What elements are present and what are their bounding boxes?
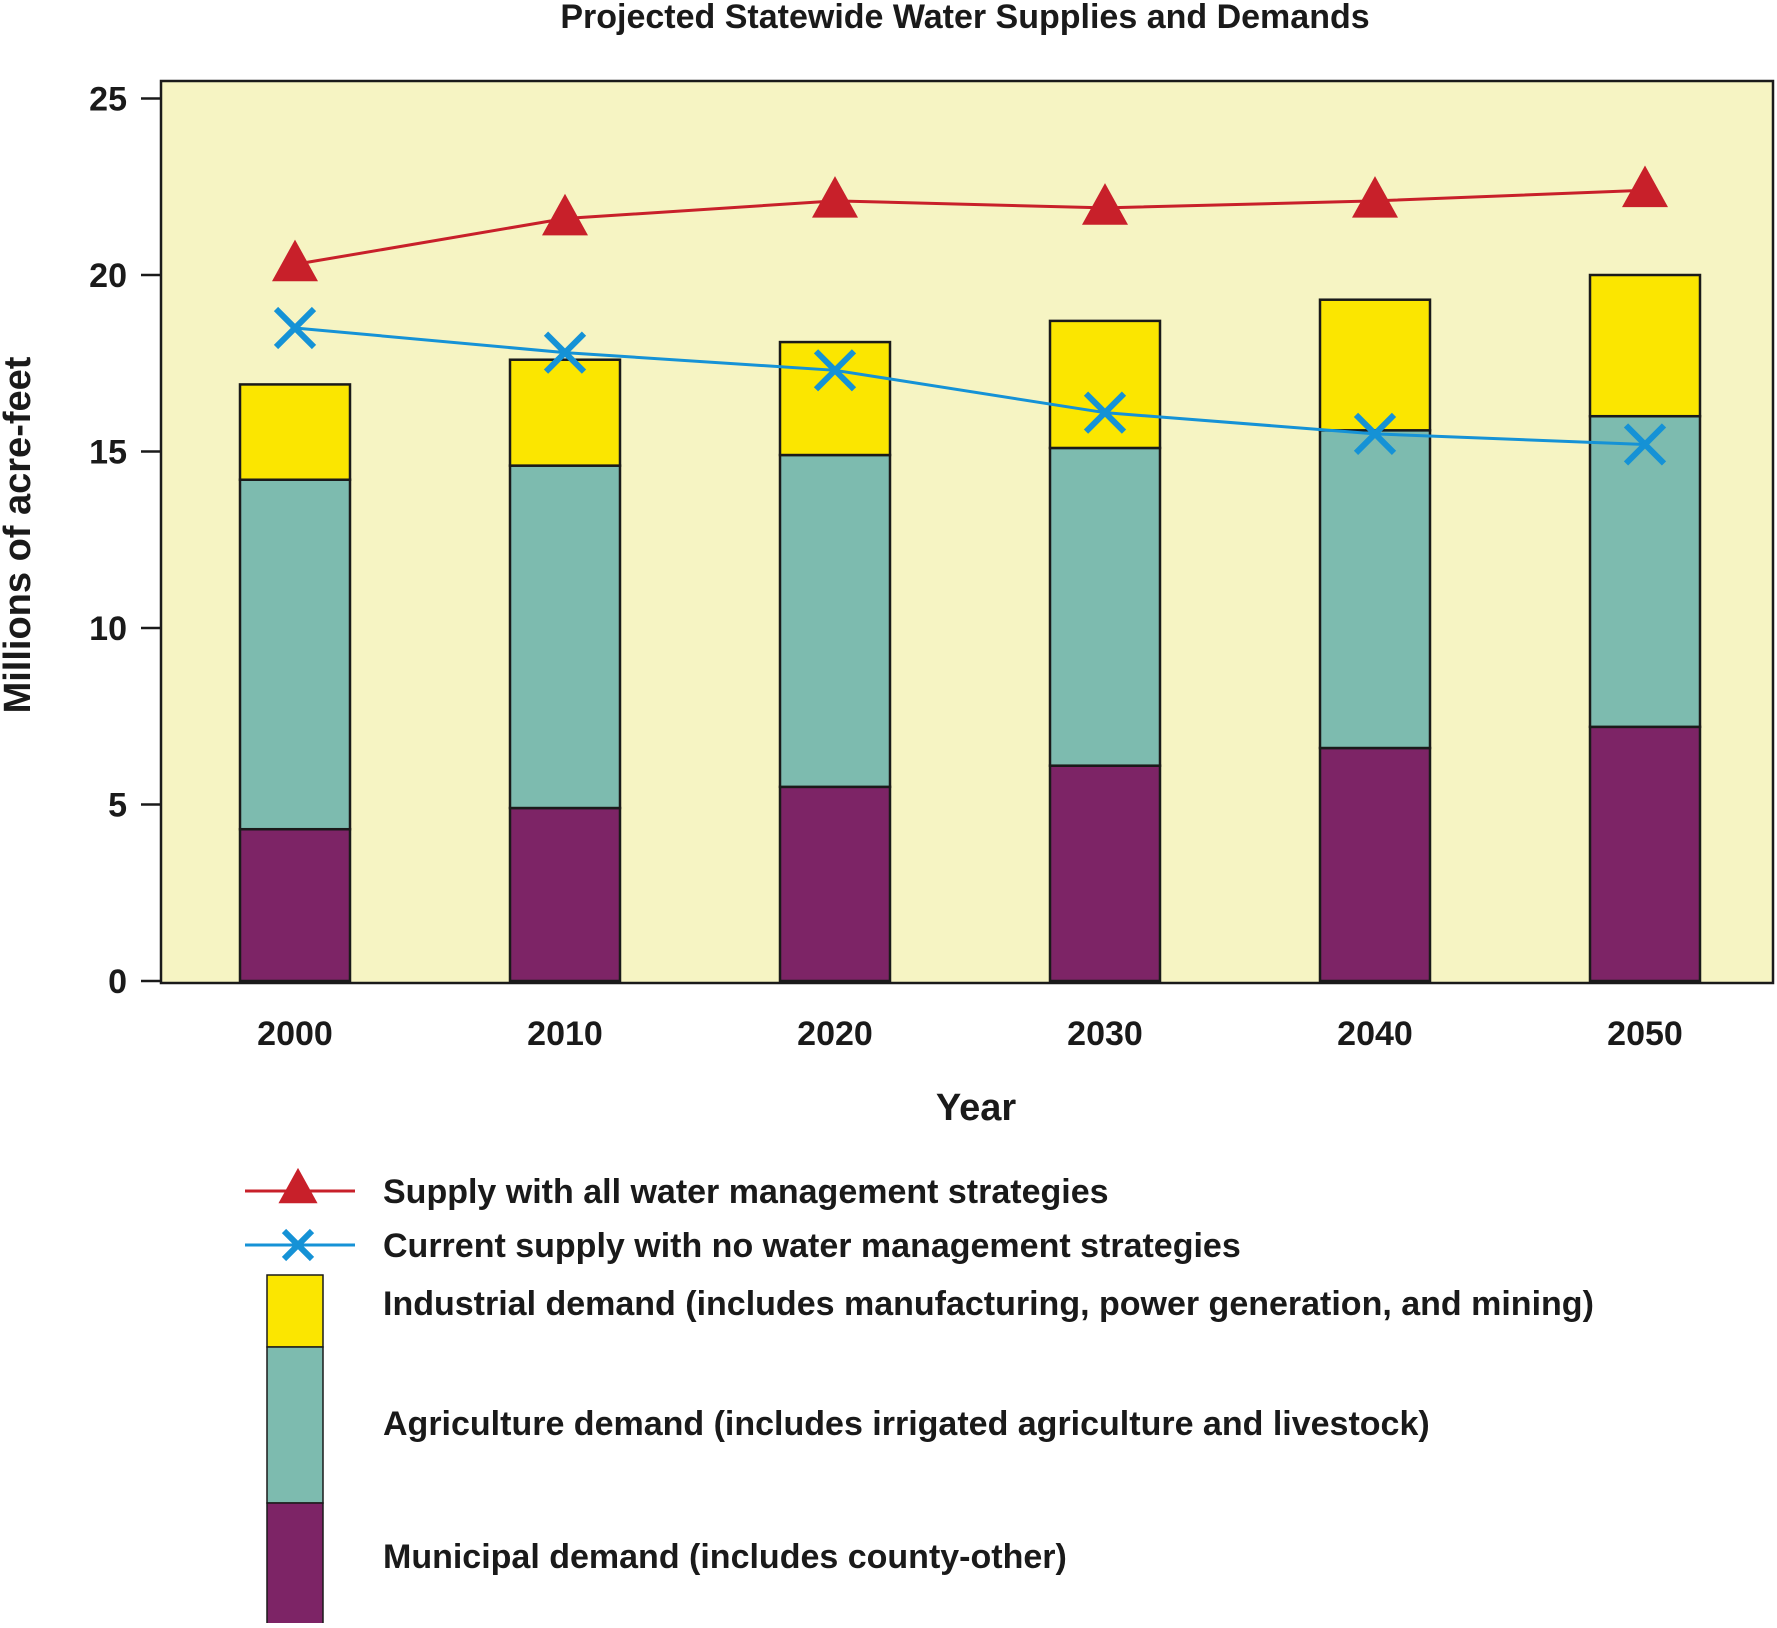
bar-segment — [1318, 298, 1432, 432]
x-marker — [273, 306, 317, 350]
legend-label: Agriculture demand (includes irrigated a… — [383, 1405, 1430, 1443]
legend: Supply with all water management strateg… — [245, 1167, 1594, 1628]
y-tick-label: 20 — [89, 257, 127, 295]
legend-swatch — [266, 1346, 324, 1504]
legend-label: Municipal demand (includes county-other) — [383, 1538, 1067, 1576]
y-tick-label: 0 — [108, 963, 127, 1001]
x-tick-label: 2040 — [1337, 1015, 1413, 1053]
x-marker-stroke — [1083, 391, 1127, 434]
x-marker-stroke — [281, 1228, 315, 1262]
x-marker — [1623, 423, 1667, 466]
bar-segment — [238, 478, 352, 831]
legend-swatch — [266, 1274, 324, 1348]
triangle-marker — [1622, 165, 1668, 208]
y-axis: 0 5 10 15 20 25 — [89, 81, 161, 1001]
x-marker — [1353, 412, 1397, 455]
legend-label: Supply with all water management strateg… — [383, 1173, 1109, 1211]
x-tick-label: 2010 — [527, 1015, 603, 1053]
plot-area — [159, 79, 1775, 985]
y-axis-label: Millions of acre-feet — [0, 356, 39, 713]
x-marker-stroke — [543, 331, 587, 374]
x-axis-label: Year — [936, 1087, 1017, 1129]
x-tick-label: 2020 — [797, 1015, 873, 1053]
bar-segment — [1048, 764, 1162, 983]
x-marker — [813, 349, 857, 392]
y-tick-label: 15 — [89, 434, 127, 472]
bar-segment — [778, 785, 892, 983]
bar-segment — [1048, 319, 1162, 450]
series-line — [294, 188, 1646, 266]
bar-series — [238, 273, 1702, 983]
x-marker — [1083, 391, 1127, 434]
x-marker-stroke — [1623, 423, 1667, 466]
series-line — [294, 326, 1646, 446]
bar-segment — [1588, 273, 1702, 418]
x-tick-label: 2050 — [1607, 1015, 1683, 1053]
x-tick-label: 2030 — [1067, 1015, 1143, 1053]
y-tick-label: 10 — [89, 610, 127, 648]
triangle-marker — [812, 176, 858, 218]
x-marker-stroke — [1353, 412, 1397, 455]
x-axis: 2000 2010 2020 2030 2040 2050 — [257, 1015, 1683, 1053]
triangle-marker — [1082, 183, 1128, 225]
bar-segment — [238, 827, 352, 983]
x-marker-stroke — [813, 349, 857, 392]
legend-label: Industrial demand (includes manufacturin… — [383, 1285, 1594, 1323]
x-marker — [281, 1228, 315, 1262]
triangle-marker — [542, 193, 588, 236]
line-series — [272, 165, 1668, 466]
triangle-marker — [278, 1167, 318, 1204]
bar-segment — [238, 383, 352, 481]
bar-segment — [1588, 414, 1702, 729]
bar-segment — [1588, 725, 1702, 983]
bar-segment — [778, 453, 892, 789]
bar-segment — [508, 464, 622, 810]
triangle-marker — [272, 239, 318, 282]
x-marker-stroke — [273, 306, 317, 350]
bar-segment — [508, 806, 622, 983]
legend-label: Current supply with no water management … — [383, 1227, 1241, 1265]
chart-title: Projected Statewide Water Supplies and D… — [560, 0, 1369, 36]
bar-segment — [778, 340, 892, 457]
legend-swatch — [266, 1502, 324, 1628]
bar-segment — [1318, 746, 1432, 983]
x-marker — [543, 331, 587, 374]
bar-segment — [1048, 446, 1162, 767]
y-tick-label: 25 — [89, 81, 127, 119]
bar-segment — [1318, 429, 1432, 750]
bar-segment — [508, 358, 622, 467]
y-tick-label: 5 — [108, 787, 127, 825]
triangle-marker — [1352, 176, 1398, 218]
x-tick-label: 2000 — [257, 1015, 333, 1053]
